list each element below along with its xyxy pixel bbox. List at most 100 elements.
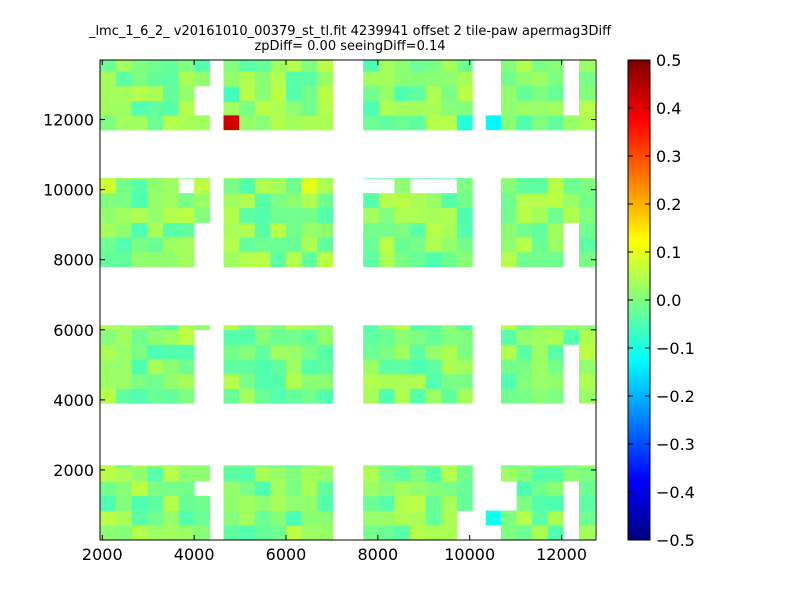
colorbar-segment bbox=[628, 112, 650, 115]
colorbar-segment bbox=[628, 176, 650, 179]
colorbar-segment bbox=[628, 508, 650, 511]
heatmap-cell bbox=[270, 481, 287, 497]
heatmap-cell bbox=[178, 359, 195, 375]
colorbar-segment bbox=[628, 490, 650, 493]
heatmap-cell bbox=[194, 178, 211, 179]
heatmap-cell bbox=[223, 178, 240, 179]
heatmap-cell bbox=[456, 252, 473, 268]
heatmap-cell bbox=[178, 222, 195, 238]
colorbar-segment bbox=[628, 170, 650, 173]
colorbar-segment bbox=[628, 250, 650, 253]
colorbar-segment bbox=[628, 264, 650, 267]
heatmap-cell bbox=[317, 465, 334, 467]
plot-frame bbox=[99, 59, 597, 541]
colorbar-tick-label: −0.1 bbox=[656, 339, 695, 358]
heatmap-cell bbox=[410, 344, 426, 360]
heatmap-cell bbox=[317, 252, 334, 268]
colorbar-segment bbox=[628, 524, 650, 527]
heatmap-cell bbox=[441, 359, 458, 375]
heatmap-cell bbox=[516, 115, 533, 131]
heatmap-cell bbox=[147, 481, 164, 497]
colorbar-segment bbox=[628, 310, 650, 313]
heatmap-cell bbox=[547, 329, 564, 345]
heatmap-cell bbox=[363, 481, 380, 497]
heatmap-cell bbox=[500, 388, 517, 404]
heatmap-cell bbox=[516, 481, 533, 497]
heatmap-cell bbox=[223, 495, 240, 511]
colorbar-segment bbox=[628, 66, 650, 69]
colorbar-segment bbox=[628, 200, 650, 203]
heatmap-cell bbox=[456, 237, 473, 253]
heatmap-cell bbox=[547, 207, 564, 223]
heatmap-cell bbox=[378, 481, 395, 497]
heatmap-cell bbox=[579, 71, 595, 87]
heatmap-cell bbox=[441, 344, 458, 360]
colorbar-segment bbox=[628, 174, 650, 177]
colorbar-segment bbox=[628, 480, 650, 483]
heatmap-cell bbox=[516, 510, 533, 526]
heatmap-cell bbox=[394, 207, 411, 223]
heatmap-cell bbox=[162, 85, 179, 101]
heatmap-cell bbox=[500, 178, 517, 179]
heatmap-cell bbox=[286, 100, 302, 116]
heatmap-cell bbox=[456, 466, 473, 482]
heatmap-cell bbox=[286, 388, 302, 404]
heatmap-cell bbox=[579, 510, 595, 526]
heatmap-cell bbox=[286, 373, 302, 389]
heatmap-cell bbox=[579, 329, 595, 345]
heatmap-cell bbox=[410, 115, 426, 131]
heatmap-cell bbox=[317, 325, 334, 331]
colorbar-segment bbox=[628, 410, 650, 413]
colorbar-segment bbox=[628, 486, 650, 489]
heatmap-cell bbox=[394, 325, 411, 331]
heatmap-cell bbox=[194, 60, 211, 72]
heatmap-cell bbox=[147, 495, 164, 511]
heatmap-cell bbox=[456, 100, 473, 116]
colorbar-segment bbox=[628, 528, 650, 531]
heatmap-cell bbox=[301, 388, 318, 404]
heatmap-cell bbox=[286, 510, 302, 526]
heatmap-cell bbox=[178, 466, 195, 482]
colorbar-segment bbox=[628, 332, 650, 335]
heatmap-cell bbox=[456, 85, 473, 101]
heatmap-cell bbox=[194, 207, 211, 223]
heatmap-cell bbox=[131, 60, 148, 72]
heatmap-cell bbox=[456, 465, 473, 467]
heatmap-cell bbox=[270, 325, 287, 331]
heatmap-cell bbox=[100, 495, 117, 511]
heatmap-cell bbox=[131, 237, 148, 253]
heatmap-cell bbox=[547, 115, 564, 131]
colorbar-segment bbox=[628, 166, 650, 169]
heatmap-cell bbox=[131, 481, 148, 497]
heatmap-cell bbox=[301, 100, 318, 116]
heatmap-cell bbox=[254, 325, 271, 331]
heatmap-cell bbox=[239, 178, 256, 194]
heatmap-cell bbox=[579, 252, 595, 268]
colorbar-segment bbox=[628, 248, 650, 251]
heatmap-cell bbox=[286, 222, 302, 238]
heatmap-cell bbox=[363, 388, 380, 404]
colorbar-segment bbox=[628, 378, 650, 381]
colorbar-segment bbox=[628, 196, 650, 199]
heatmap-cell bbox=[456, 325, 473, 331]
heatmap-cell bbox=[516, 178, 533, 179]
heatmap-cell bbox=[516, 388, 533, 404]
colorbar-segment bbox=[628, 460, 650, 463]
colorbar-segment bbox=[628, 520, 650, 523]
colorbar-segment bbox=[628, 372, 650, 375]
colorbar-segment bbox=[628, 402, 650, 405]
heatmap-cell bbox=[317, 178, 334, 179]
heatmap-cell bbox=[363, 237, 380, 253]
heatmap-cell bbox=[100, 359, 117, 375]
heatmap-cell bbox=[500, 193, 517, 209]
heatmap-cell bbox=[516, 525, 533, 541]
heatmap-cell bbox=[579, 481, 595, 497]
heatmap-cell bbox=[162, 325, 179, 331]
heatmap-cell bbox=[547, 510, 564, 526]
heatmap-cell bbox=[516, 344, 533, 360]
colorbar-segment bbox=[628, 450, 650, 453]
colorbar-segment bbox=[628, 392, 650, 395]
heatmap-cell bbox=[425, 481, 442, 497]
colorbar-tick-label: 0.2 bbox=[656, 195, 681, 214]
heatmap-cell bbox=[317, 510, 334, 526]
